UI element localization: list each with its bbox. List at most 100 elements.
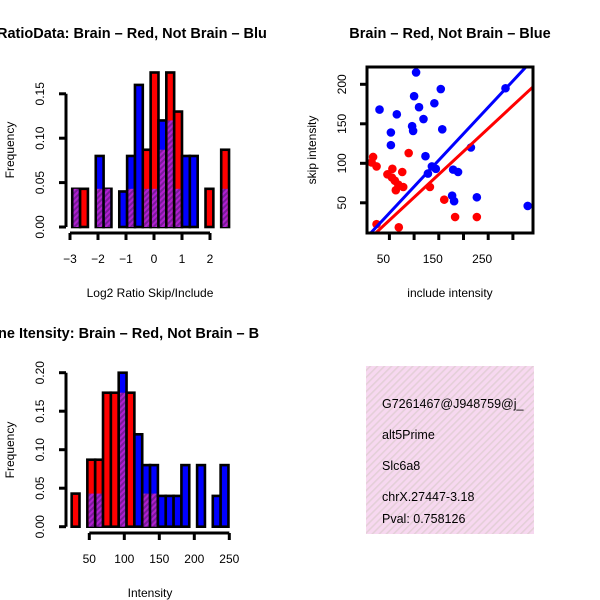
ratio-histogram-ylabel: Frequency [3,122,17,179]
histogram-bar-overlap [120,392,126,527]
y-tick-label: 0.15 [33,82,47,106]
histogram-bar-overlap [97,188,103,227]
x-tick-label: −3 [63,252,77,266]
y-tick-label: 150 [335,113,349,133]
y-tick-label: 0.05 [33,171,47,195]
scatter-ylabel: skip intensity [305,116,319,185]
histogram-bar-blue [188,154,199,229]
scatter-point-red [404,148,413,158]
intensity-histogram-xlabel: Intensity [128,586,173,600]
scatter-point-red [391,185,401,195]
y-tick-label: 0.05 [33,476,47,500]
histogram-bar-blue [219,463,230,529]
x-tick-label: −1 [119,252,133,266]
histogram-bar-overlap [167,120,173,227]
scatter-point-red [472,212,482,222]
y-tick-label: 50 [335,196,349,210]
histogram-bar-overlap [222,188,228,227]
y-tick-label: 0.10 [33,126,47,150]
histogram-bar-overlap [151,493,157,527]
histogram-bar-overlap [128,188,134,227]
histogram-bar-red [204,187,215,229]
x-tick-label: 100 [114,552,134,566]
scatter-point-blue [453,167,463,177]
scatter-point-blue [375,105,384,114]
scatter-xlabel: include intensity [407,286,492,300]
histogram-bar-red [78,187,90,229]
info-event-type: alt5Prime [382,428,435,442]
histogram-bar-overlap [175,188,181,227]
histogram-bar-blue [180,463,191,529]
histogram-bar-overlap [143,493,149,527]
y-tick-label: 0.20 [33,361,47,385]
scatter-point-blue [386,140,396,150]
info-id: G7261467@J948759@j_ [382,397,525,411]
info-pval: Pval: 0.758126 [382,512,465,526]
x-tick-label: 50 [83,552,97,566]
histogram-bar-blue [195,463,207,529]
info-panel: G7261467@J948759@j_ alt5Prime Slc6a8 chr… [366,366,534,534]
scatter-point-blue [411,68,421,77]
x-tick-label: −2 [91,252,105,266]
scatter-point-red [439,195,449,204]
scatter-point-blue [523,201,533,211]
x-tick-label: 150 [149,552,169,566]
regression-line-red [373,84,533,233]
scatter-point-blue [436,84,446,94]
scatter-point-red [372,162,381,171]
x-tick-label: 150 [423,252,443,266]
y-tick-label: 0.10 [33,438,47,462]
x-tick-label: 250 [219,552,239,566]
intensity-histogram-title: ne Itensity: Brain – Red, Not Brain – B [0,326,259,342]
y-tick-label: 0.15 [33,399,47,423]
intensity-histogram-panel: ne Itensity: Brain – Red, Not Brain – B … [0,326,259,600]
scatter-point-blue [430,98,439,108]
info-location: chrX.27447-3.18 [382,490,474,504]
histogram-bar-overlap [104,188,111,227]
y-tick-label: 0.00 [33,215,47,239]
scatter-point-red [450,212,460,222]
scatter-point-red [394,222,404,232]
histogram-bar-overlap [144,188,150,227]
scatter-point-blue [386,128,396,137]
x-tick-label: 2 [207,252,214,266]
y-tick-label: 0.00 [33,515,47,539]
histogram-bar-overlap [151,188,158,227]
scatter-point-blue [414,102,424,112]
scatter-point-red [397,167,407,177]
scatter-point-blue [419,114,428,124]
y-tick-label: 200 [335,74,349,94]
histogram-bar-overlap [73,188,79,227]
scatter-frame [365,65,535,235]
info-background [366,366,534,534]
x-tick-label: 200 [184,552,204,566]
scatter-point-blue [437,125,447,134]
ratio-histogram-panel: RatioData: Brain – Red, Not Brain – Blu … [0,26,267,300]
scatter-point-blue [409,91,419,101]
x-tick-label: 50 [377,252,391,266]
scatter-point-blue [472,192,482,202]
histogram-bar-overlap [159,149,166,227]
ratio-histogram-xlabel: Log2 Ratio Skip/Include [87,286,214,300]
scatter-title: Brain – Red, Not Brain – Blue [349,26,550,42]
scatter-point-blue [421,151,430,161]
histogram-bar-red [70,492,81,528]
y-tick-label: 100 [335,153,349,173]
info-gene: Slc6a8 [382,459,420,473]
intensity-histogram-ylabel: Frequency [3,422,17,479]
ratio-histogram-title: RatioData: Brain – Red, Not Brain – Blu [0,26,267,42]
intensity-scatter-panel: Brain – Red, Not Brain – Blue include in… [305,26,551,300]
x-tick-label: 0 [151,252,158,266]
histogram-bar-overlap [96,493,102,527]
scatter-point-blue [408,126,418,136]
scatter-point-blue [449,196,459,206]
regression-line-blue [368,67,528,233]
scatter-point-red [398,182,408,192]
x-tick-label: 1 [179,252,186,266]
scatter-point-blue [392,110,402,119]
scatter-plot-area [367,67,533,233]
x-tick-label: 250 [472,252,492,266]
histogram-bar-overlap [88,493,94,527]
